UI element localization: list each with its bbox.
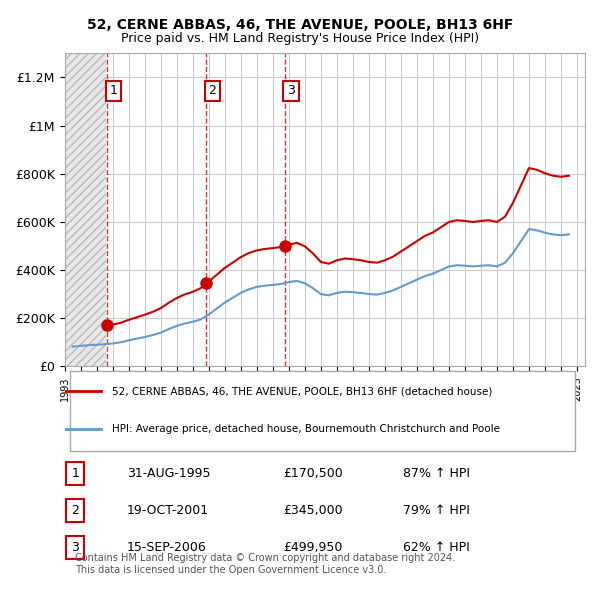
Text: 19-OCT-2001: 19-OCT-2001: [127, 504, 209, 517]
Text: 62% ↑ HPI: 62% ↑ HPI: [403, 541, 470, 554]
Text: 31-AUG-1995: 31-AUG-1995: [127, 467, 211, 480]
Text: 2: 2: [209, 84, 217, 97]
Text: 3: 3: [287, 84, 295, 97]
Text: 1: 1: [71, 467, 79, 480]
Text: £499,950: £499,950: [283, 541, 343, 554]
FancyBboxPatch shape: [70, 371, 575, 451]
Text: 52, CERNE ABBAS, 46, THE AVENUE, POOLE, BH13 6HF (detached house): 52, CERNE ABBAS, 46, THE AVENUE, POOLE, …: [112, 386, 492, 396]
Text: £170,500: £170,500: [283, 467, 343, 480]
Text: 52, CERNE ABBAS, 46, THE AVENUE, POOLE, BH13 6HF: 52, CERNE ABBAS, 46, THE AVENUE, POOLE, …: [87, 18, 513, 32]
Text: 79% ↑ HPI: 79% ↑ HPI: [403, 504, 470, 517]
Bar: [65, 53, 106, 366]
Text: This data is licensed under the Open Government Licence v3.0.: This data is licensed under the Open Gov…: [75, 565, 386, 575]
Text: HPI: Average price, detached house, Bournemouth Christchurch and Poole: HPI: Average price, detached house, Bour…: [112, 424, 500, 434]
Text: 2: 2: [71, 504, 79, 517]
Text: Contains HM Land Registry data © Crown copyright and database right 2024.: Contains HM Land Registry data © Crown c…: [75, 553, 455, 563]
Text: 87% ↑ HPI: 87% ↑ HPI: [403, 467, 470, 480]
Text: 3: 3: [71, 541, 79, 554]
Text: £345,000: £345,000: [283, 504, 343, 517]
Text: 15-SEP-2006: 15-SEP-2006: [127, 541, 207, 554]
Text: 1: 1: [110, 84, 118, 97]
Text: Price paid vs. HM Land Registry's House Price Index (HPI): Price paid vs. HM Land Registry's House …: [121, 32, 479, 45]
